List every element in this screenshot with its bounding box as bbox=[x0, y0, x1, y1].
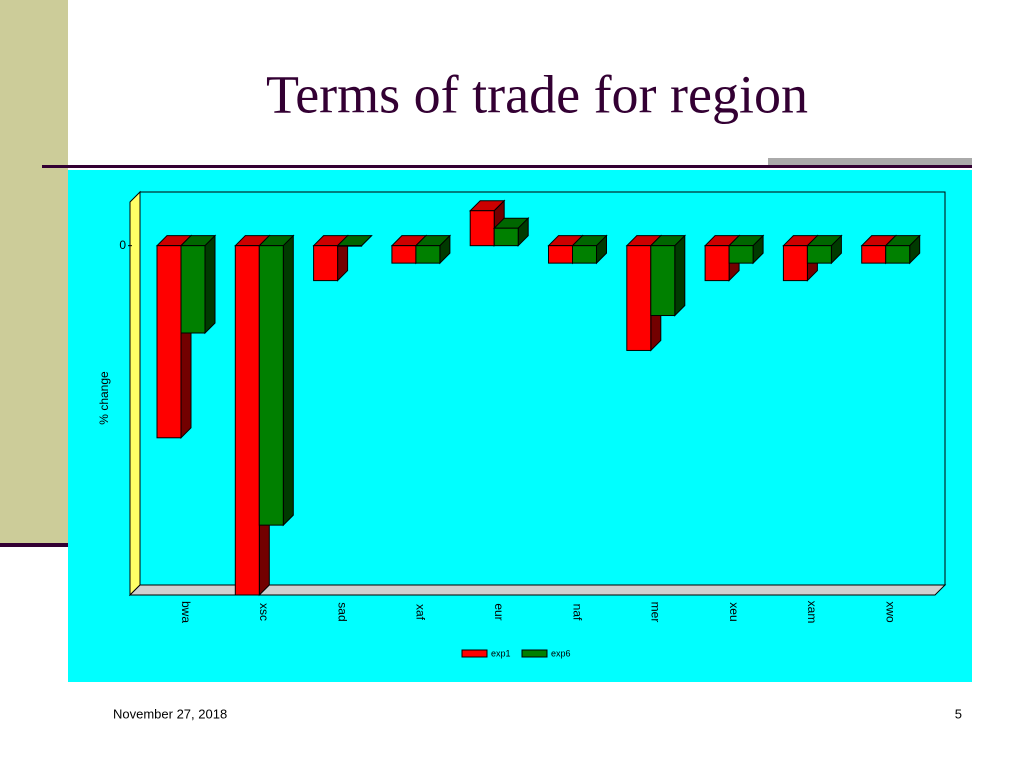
legend-label: exp1 bbox=[491, 648, 511, 658]
bar bbox=[415, 245, 441, 264]
bar bbox=[391, 245, 417, 264]
x-tick-label: eur bbox=[492, 603, 506, 620]
bar bbox=[806, 245, 832, 264]
bar bbox=[704, 245, 730, 282]
bar bbox=[782, 245, 808, 282]
accent-bar bbox=[768, 158, 972, 166]
bar bbox=[572, 245, 597, 264]
bar bbox=[885, 245, 911, 264]
bar bbox=[313, 245, 339, 282]
bar bbox=[234, 245, 260, 596]
x-tick-label: mer bbox=[649, 602, 663, 623]
bar bbox=[493, 227, 519, 247]
bar-side bbox=[204, 234, 216, 335]
bar bbox=[626, 245, 652, 351]
x-tick-label: xeu bbox=[727, 602, 741, 621]
x-tick-label: bwa bbox=[179, 601, 193, 623]
x-tick-label: xam bbox=[805, 601, 819, 624]
bar bbox=[156, 245, 182, 439]
bar-side bbox=[361, 235, 372, 247]
y-tick-label: 0 bbox=[119, 238, 126, 252]
y-axis-label: % change bbox=[97, 371, 111, 425]
x-tick-label: sad bbox=[335, 602, 349, 621]
legend-label: exp6 bbox=[551, 648, 571, 658]
bar bbox=[861, 245, 887, 264]
slide-title: Terms of trade for region bbox=[266, 64, 808, 124]
x-tick-label: naf bbox=[570, 604, 584, 621]
bar-side bbox=[282, 234, 294, 527]
x-tick-label: xaf bbox=[414, 604, 428, 621]
legend-swatch bbox=[461, 649, 488, 658]
bar bbox=[469, 210, 495, 247]
footer-date: November 27, 2018 bbox=[113, 706, 227, 721]
bar bbox=[650, 245, 676, 317]
bar bbox=[337, 245, 363, 247]
bar-side bbox=[674, 234, 686, 317]
bar bbox=[258, 245, 284, 526]
side-rule bbox=[0, 543, 68, 547]
floor bbox=[128, 584, 947, 596]
bar bbox=[548, 245, 573, 264]
side-wall bbox=[129, 190, 141, 597]
x-tick-label: xsc bbox=[257, 603, 271, 621]
side-strip bbox=[0, 0, 68, 545]
page-number: 5 bbox=[955, 706, 962, 721]
title-rule bbox=[42, 165, 972, 168]
legend-swatch bbox=[521, 649, 548, 658]
bar bbox=[728, 245, 754, 264]
bar bbox=[180, 245, 206, 334]
x-tick-label: xwo bbox=[884, 601, 898, 623]
